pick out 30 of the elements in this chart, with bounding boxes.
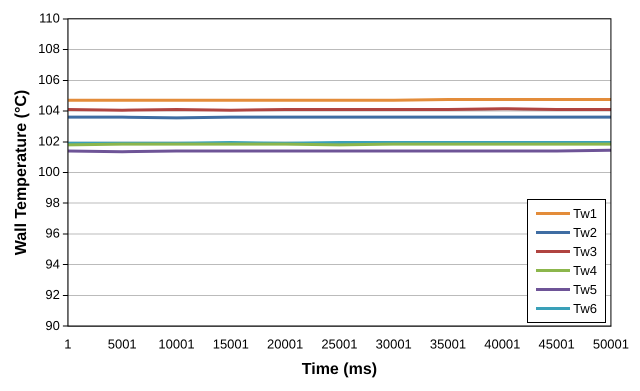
y-tick-label: 100 [38,164,60,180]
y-axis-title: Wall Temperature (°C) [13,90,30,256]
x-tick-label: 20001 [267,336,304,352]
x-tick-label: 50001 [592,336,630,352]
legend-label: Tw4 [573,263,597,278]
legend-label: Tw1 [573,206,597,221]
legend-label: Tw6 [573,301,597,316]
x-tick-label: 25001 [321,336,358,352]
y-tick-label: 102 [38,133,60,148]
y-tick-label: 90 [45,318,60,333]
x-tick-label: 15001 [212,336,249,352]
y-tick-label: 94 [45,256,60,272]
x-tick-label: 40001 [484,336,520,352]
x-axis-title: Time (ms) [302,360,378,378]
y-tick-label: 106 [38,72,60,87]
x-tick-label: 35001 [430,336,466,352]
x-tick-label: 30001 [376,336,412,352]
y-tick-label: 92 [45,287,60,302]
y-tick-label: 98 [45,194,60,210]
x-tick-label: 5001 [108,336,137,352]
legend-label: Tw3 [573,244,597,259]
x-tick-label: 10001 [158,336,195,352]
y-tick-label: 108 [38,41,60,56]
y-tick-label: 104 [38,102,60,118]
legend-label: Tw5 [573,282,597,297]
y-tick-label: 96 [45,226,60,241]
x-tick-label: 1 [64,336,72,352]
y-tick-label: 110 [39,10,60,26]
legend-label: Tw2 [573,225,597,240]
x-tick-label: 45001 [538,336,575,352]
